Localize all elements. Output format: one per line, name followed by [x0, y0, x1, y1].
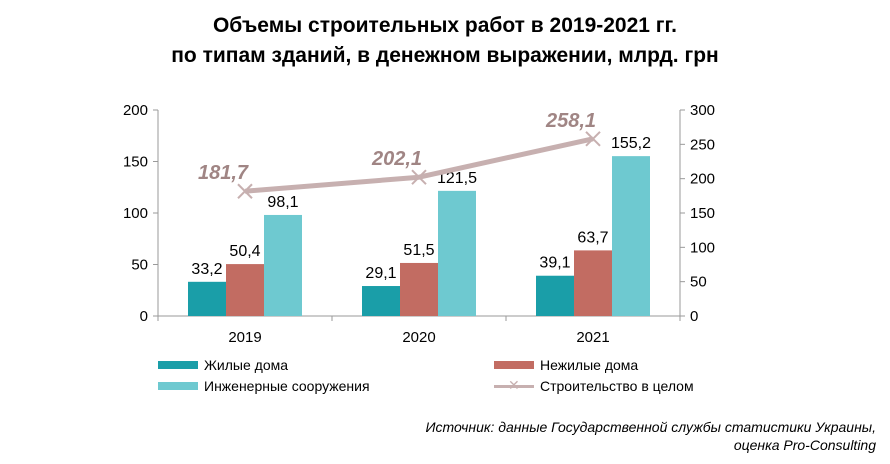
line-label-total-2020: 202,1 — [371, 148, 422, 170]
bar-label-engineering-2021: 155,2 — [611, 135, 651, 152]
legend-label-engineering: Инженерные сооружения — [204, 378, 370, 394]
y-right-tick-label-2: 100 — [690, 239, 715, 256]
bar-nonresidential-2021 — [574, 250, 612, 316]
bar-engineering-2021 — [612, 156, 650, 316]
chart-title-line2: по типам зданий, в денежном выражении, м… — [171, 44, 719, 67]
line-label-total-2021: 258,1 — [545, 110, 596, 132]
source-line2: оценка Pro-Consulting — [733, 437, 876, 453]
line-label-total-2019: 181,7 — [198, 162, 249, 184]
y-left-tick-label-4: 200 — [123, 102, 148, 119]
bar-residential-2019 — [188, 281, 226, 316]
line-marker-total-2019 — [237, 183, 253, 199]
x-tick-label-2020: 2020 — [402, 329, 435, 346]
x-tick-label-2021: 2021 — [576, 329, 609, 346]
chart-title-line1: Объемы строительных работ в 2019-2021 гг… — [212, 14, 678, 37]
x-tick-label-2019: 2019 — [228, 329, 261, 346]
legend-swatch-residential — [158, 361, 198, 369]
bar-label-residential-2019: 33,2 — [191, 261, 222, 278]
source-line1: Источник: данные Государственной службы … — [425, 419, 876, 435]
legend-item-nonresidential: Нежилые дома — [494, 357, 638, 373]
line-marker-total-2021 — [585, 131, 601, 147]
legend-label-total: Строительство в целом — [540, 378, 694, 394]
line-marker-total-2020 — [411, 169, 427, 185]
bar-engineering-2020 — [438, 190, 476, 316]
bar-nonresidential-2020 — [400, 262, 438, 316]
legend-item-residential: Жилые дома — [158, 357, 288, 373]
legend-swatch-nonresidential — [494, 361, 534, 369]
bar-label-nonresidential-2020: 51,5 — [403, 242, 434, 259]
y-left-tick-label-2: 100 — [123, 205, 148, 222]
legend-item-total: ✕ Строительство в целом — [494, 378, 694, 394]
y-left-tick-label-3: 150 — [123, 154, 148, 171]
y-right-tick-label-4: 200 — [690, 171, 715, 188]
bar-engineering-2019 — [264, 214, 302, 316]
bar-label-residential-2020: 29,1 — [365, 265, 396, 282]
y-right-tick-label-1: 50 — [690, 274, 707, 291]
bar-label-engineering-2020: 121,5 — [437, 170, 477, 187]
bar-label-engineering-2019: 98,1 — [267, 194, 298, 211]
bar-residential-2021 — [536, 275, 574, 316]
bar-nonresidential-2019 — [226, 264, 264, 316]
y-right-tick-label-6: 300 — [690, 102, 715, 119]
bar-label-residential-2021: 39,1 — [539, 255, 570, 272]
y-right-tick-label-5: 250 — [690, 136, 715, 153]
bar-residential-2020 — [362, 286, 400, 316]
bar-label-nonresidential-2021: 63,7 — [577, 229, 608, 246]
legend-label-residential: Жилые дома — [204, 357, 289, 373]
legend-item-engineering: Инженерные сооружения — [158, 378, 370, 394]
y-left-tick-label-1: 50 — [131, 257, 148, 274]
y-right-tick-label-3: 150 — [690, 205, 715, 222]
y-right-tick-label-0: 0 — [690, 308, 698, 325]
y-left-tick-label-0: 0 — [140, 308, 148, 325]
legend-swatch-engineering — [158, 382, 198, 390]
legend-swatch-total: ✕ — [494, 378, 534, 392]
bar-label-nonresidential-2019: 50,4 — [229, 243, 260, 260]
legend-label-nonresidential: Нежилые дома — [540, 357, 639, 373]
